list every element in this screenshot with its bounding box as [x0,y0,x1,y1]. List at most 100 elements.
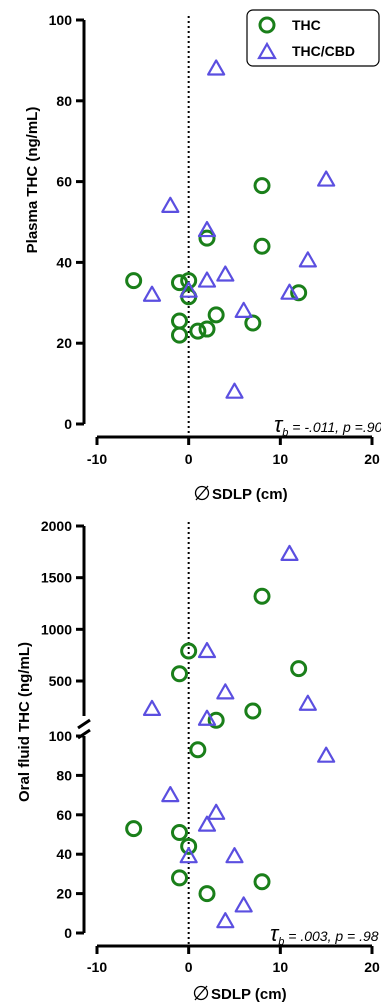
thc-point [171,326,188,344]
thc-point [125,820,143,838]
thc-point [253,873,271,891]
thccbd-point [225,847,244,864]
thc-point [198,229,216,247]
tau-subscript-bottom: b [278,936,284,948]
legend-box [246,9,380,67]
oral-fluid-x-tick-label: -10 [87,959,107,975]
plasma-x-tick-label: 10 [273,451,289,467]
thccbd-point [179,847,198,864]
oral-fluid-y-tick-label: 20 [56,886,72,902]
thccbd-point [142,699,162,717]
tau-symbol-bottom: τ [270,921,280,946]
thccbd-point [298,694,317,711]
oral-fluid-y-tick-label: 0 [64,925,72,941]
thccbd-point [216,683,235,700]
thc-point [189,322,207,340]
oral-fluid-x-tick-label: 10 [273,959,289,975]
plasma-x-axis-text: SDLP (cm) [212,486,288,503]
thccbd-point [161,196,180,213]
oral-fluid-y-tick-label: 1000 [41,621,72,637]
oral-fluid-y-tick-label: 500 [49,673,73,689]
thccbd-point [317,170,336,187]
thc-point [171,312,188,330]
thccbd-point [216,912,235,929]
plasma-y-axis-label: Plasma THC (ng/mL) [24,107,41,254]
thc-point [253,237,271,255]
thccbd-point [142,285,162,302]
plasma-axes: 0 20 40 60 80 100 -10 0 10 20 [49,12,380,467]
plasma-x-tick-label: 20 [364,451,380,467]
tau-value-bottom: = .003, p = .98 [284,928,378,944]
oral-fluid-y-tick-label: 80 [56,767,72,783]
plasma-y-tick-label: 100 [49,12,73,28]
thccbd-point [207,803,226,820]
oral-fluid-x-tick-label: 0 [185,959,193,975]
thccbd-point [216,265,235,282]
thc-point [171,665,188,683]
oral-fluid-y-tick-label: 1500 [41,570,72,586]
oral-fluid-x-tick-label: 20 [364,959,380,975]
thc-point [253,177,271,195]
plasma-y-tick-label: 60 [56,174,72,190]
thccbd-point [234,301,253,318]
thccbd-point [197,709,217,726]
legend-thccbd-label: THC/CBD [292,43,355,59]
plasma-x-tick-label: -10 [87,451,107,467]
thccbd-point [234,896,253,913]
thccbd-point [207,59,226,76]
legend: THC THC/CBD [246,9,380,67]
thc-point [244,314,262,332]
legend-thc-label: THC [292,17,321,33]
thc-point [171,824,188,842]
plasma-y-tick-label: 80 [56,93,72,109]
thc-point [290,284,308,302]
plasma-y-tick-label: 20 [56,335,72,351]
thccbd-point [317,746,336,763]
thc-point [189,741,207,759]
thc-point [180,642,198,660]
axis-break-mark [77,718,91,730]
legend-thc-marker [258,16,276,34]
oral-fluid-y-tick-label: 2000 [41,518,72,534]
oral-fluid-y-tick-label: 100 [49,728,73,744]
thccbd-point [197,271,217,288]
oral-fluid-y-tick-label: 60 [56,807,72,823]
thc-point [290,660,308,678]
thccbd-point [161,785,180,803]
tau-value: = -.011, p =.90 [288,419,381,435]
thc-point [244,702,262,720]
oral-fluid-points [125,544,336,929]
plasma-x-tick-label: 0 [185,451,193,467]
thc-point [198,320,216,338]
legend-thccbd-marker [257,41,277,60]
thc-point [125,272,143,290]
thccbd-point [197,815,217,832]
thc-point [207,711,225,729]
oral-fluid-x-axis-label: SDLP (cm) [193,985,287,1003]
thc-point [180,272,198,290]
plasma-y-tick-label: 0 [64,416,72,432]
plasma-kendall-tau: τb = -.011, p =.90 [274,412,381,439]
thccbd-point [179,281,198,298]
thc-point [253,587,271,605]
oral-fluid-kendall-tau: τb = .003, p = .98 [270,921,379,948]
thccbd-point [197,220,217,238]
plasma-points [125,59,336,399]
oral-fluid-chart: 0 20 40 60 80 100 500 1000 1500 2000 -10 0 10 20 Oral… [16,518,380,1003]
thccbd-point [280,283,299,300]
plasma-x-axis-label: SDLP (cm) [194,485,288,503]
thccbd-point [280,544,299,562]
thc-point [207,306,225,324]
thccbd-point [298,251,317,268]
thc-point [198,885,216,903]
thccbd-point [225,382,244,399]
oral-fluid-axes: 0 20 40 60 80 100 500 1000 1500 2000 -10 0 10 20 [41,518,380,975]
thc-point [171,869,188,887]
thc-point [180,837,198,855]
plasma-y-tick-label: 40 [56,254,72,270]
oral-fluid-y-tick-label: 40 [56,846,72,862]
tau-symbol: τ [274,412,284,437]
thc-point [171,274,188,292]
